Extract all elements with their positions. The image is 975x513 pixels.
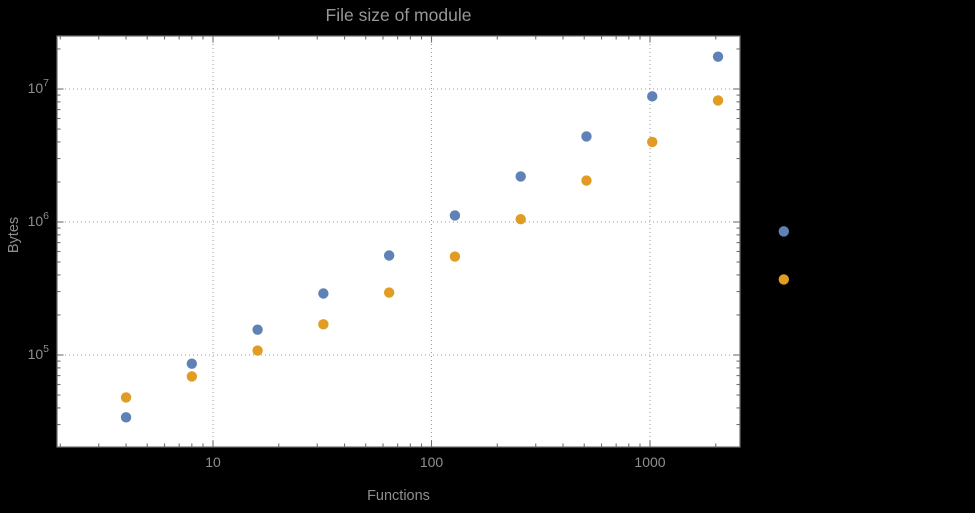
data-point-orange <box>186 371 198 382</box>
data-point-orange <box>581 175 592 186</box>
data-point-orange <box>449 251 461 262</box>
data-point-orange <box>712 95 724 106</box>
x-tick-label: 10 <box>205 454 221 470</box>
data-point-orange <box>383 287 395 298</box>
data-point-blue <box>712 51 724 62</box>
data-point-orange <box>252 345 263 356</box>
data-point-blue <box>252 324 263 335</box>
data-point-orange <box>120 392 132 403</box>
data-point-orange <box>647 136 658 148</box>
x-tick-label: 1000 <box>634 454 665 470</box>
data-point-blue <box>449 210 461 221</box>
chart-title: File size of module <box>325 5 472 25</box>
plot-frame-background <box>57 36 740 447</box>
x-axis-label: Functions <box>367 488 430 504</box>
data-point-orange <box>778 274 790 285</box>
data-point-blue <box>318 288 329 299</box>
plot-frame <box>56 35 741 448</box>
data-point-blue <box>120 412 132 423</box>
data-point-blue <box>383 250 395 261</box>
data-point-blue <box>186 358 198 369</box>
data-point-blue <box>515 171 526 182</box>
y-tick-label: 106 <box>28 210 50 229</box>
x-tick-label: 100 <box>420 454 444 470</box>
y-tick-label: 107 <box>28 77 50 96</box>
y-axis-label: Bytes <box>6 216 22 254</box>
data-point-blue <box>778 226 790 237</box>
data-point-orange <box>318 319 329 330</box>
data-point-blue <box>581 131 592 142</box>
y-tick-label: 105 <box>28 343 50 362</box>
data-point-blue <box>647 91 658 102</box>
data-point-orange <box>515 213 526 225</box>
